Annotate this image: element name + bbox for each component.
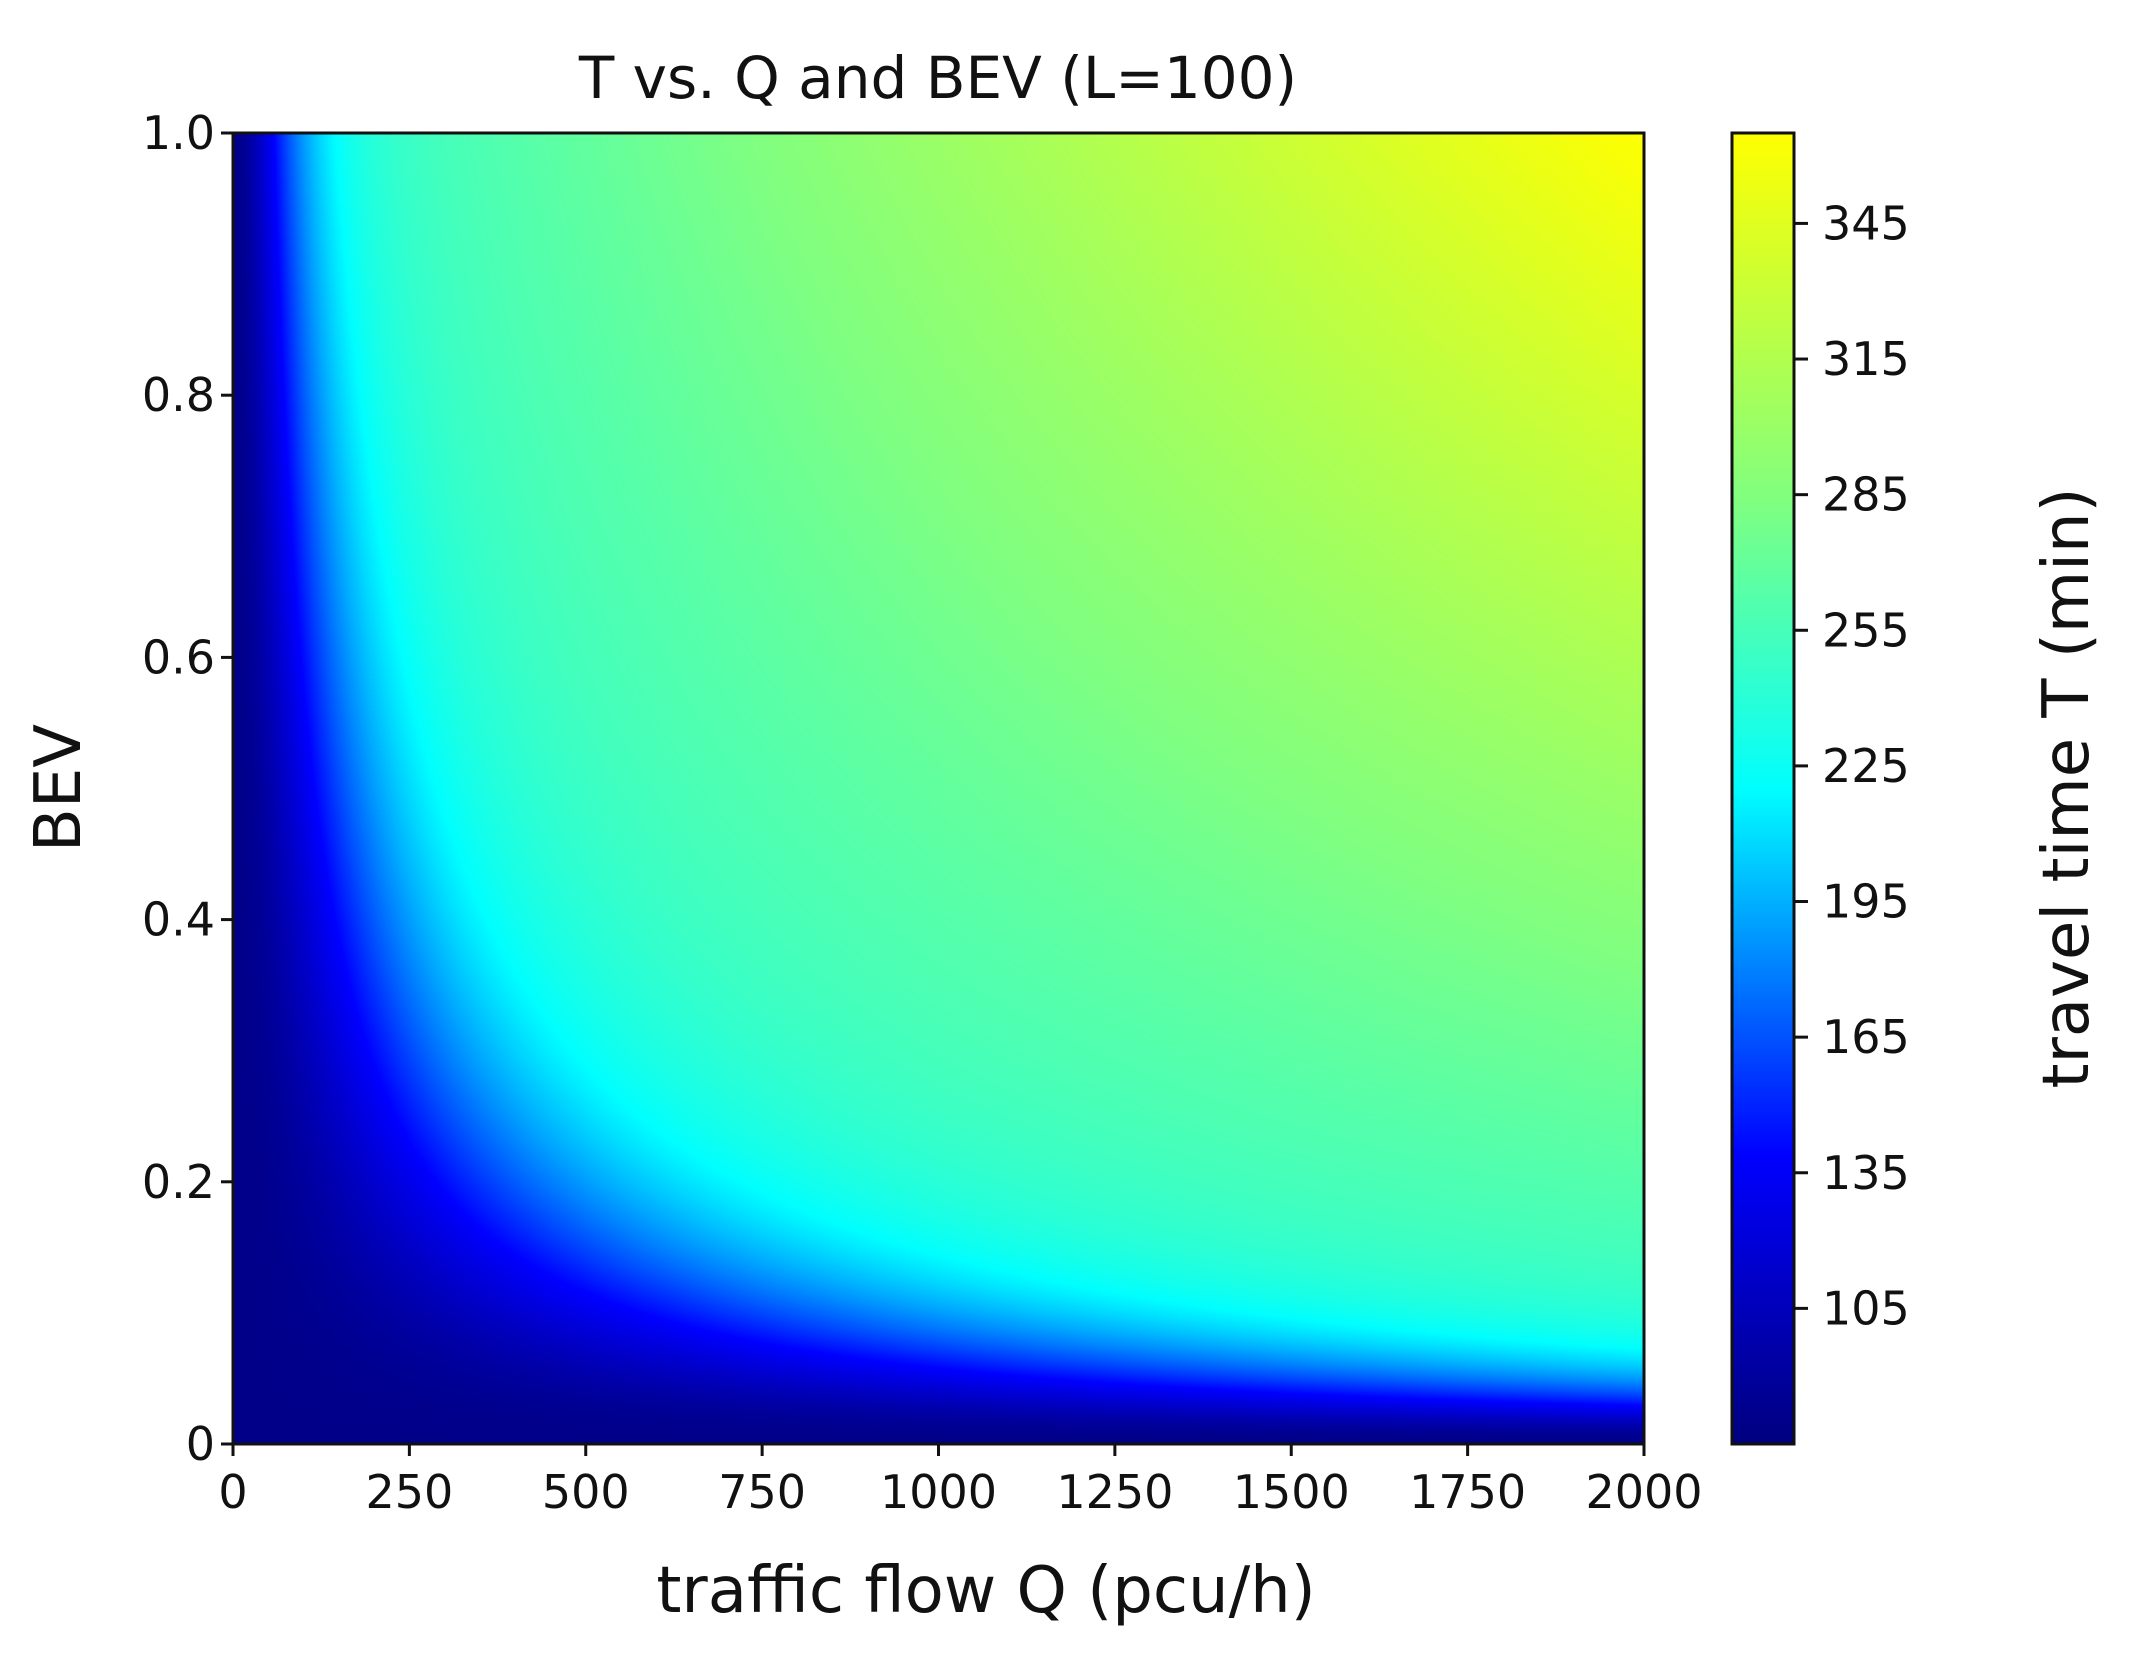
x-axis-ticks: 0 250 500 750 1000 1250 1500 1750 2000	[218, 1444, 1703, 1519]
x-tick-label: 1250	[1056, 1465, 1173, 1519]
y-axis-ticks: 0 0.2 0.4 0.6 0.8 1.0	[142, 106, 233, 1471]
x-tick-label: 0	[218, 1465, 247, 1519]
y-tick-label: 0.6	[142, 630, 215, 684]
colorbar-title: travel time T (min)	[2030, 488, 2104, 1089]
colorbar-tick-label: 165	[1822, 1010, 1910, 1064]
y-tick-label: 0.8	[142, 368, 215, 422]
x-tick-label: 2000	[1585, 1465, 1702, 1519]
y-tick-label: 0	[186, 1417, 215, 1471]
colorbar-tick-label: 255	[1822, 603, 1910, 657]
colorbar-frame	[1730, 131, 1796, 1446]
colorbar-tick-label: 225	[1822, 739, 1910, 793]
colorbar-ticks: 105 135 165 195 225 255 285 315 345	[1794, 196, 1910, 1335]
colorbar-tick-label: 195	[1822, 875, 1910, 929]
x-tick-label: 1500	[1233, 1465, 1350, 1519]
x-tick-label: 1750	[1409, 1465, 1526, 1519]
y-axis-title: BEV	[22, 724, 96, 852]
plot-frame	[231, 131, 1646, 1446]
x-axis-title: traffic flow Q (pcu/h)	[656, 1554, 1315, 1628]
x-tick-label: 250	[365, 1465, 453, 1519]
y-tick-label: 0.4	[142, 893, 215, 947]
chart-title: T vs. Q and BEV (L=100)	[578, 44, 1297, 112]
colorbar-tick-label: 315	[1822, 332, 1910, 386]
colorbar	[1732, 133, 1794, 1444]
y-tick-label: 1.0	[142, 106, 215, 160]
x-tick-label: 500	[542, 1465, 630, 1519]
x-tick-label: 1000	[880, 1465, 997, 1519]
colorbar-tick-label: 105	[1822, 1281, 1910, 1335]
y-tick-label: 0.2	[142, 1155, 215, 1209]
x-tick-label: 750	[718, 1465, 806, 1519]
colorbar-tick-label: 285	[1822, 468, 1910, 522]
colorbar-tick-label: 135	[1822, 1146, 1910, 1200]
colorbar-tick-label: 345	[1822, 196, 1910, 250]
heatmap-plot-area	[233, 133, 1644, 1444]
